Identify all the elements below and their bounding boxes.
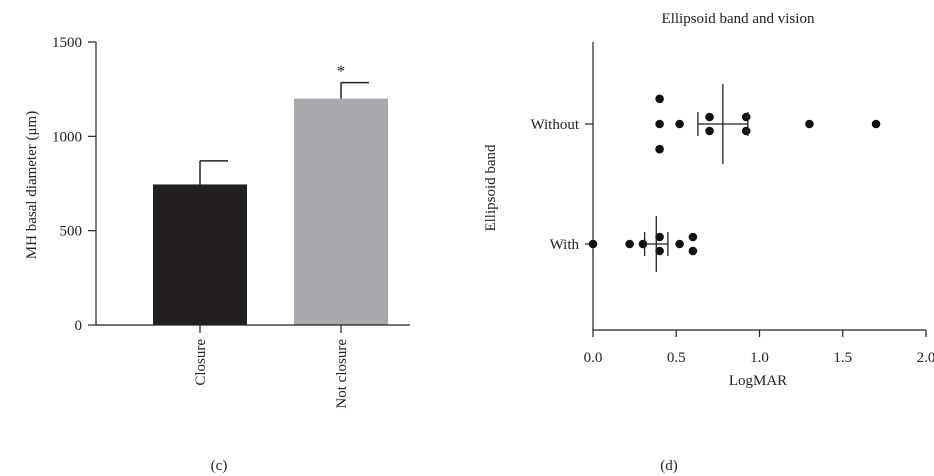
data-point <box>675 239 684 249</box>
data-point <box>655 232 664 242</box>
data-point <box>741 112 751 122</box>
significance-marker: * <box>337 62 346 81</box>
bar-series: Closure Not closure * <box>153 62 388 409</box>
data-point <box>675 119 684 129</box>
data-point <box>688 232 698 242</box>
scatter-x-tick-label: 1.5 <box>833 350 852 366</box>
scatter-x-tick-label: 0.5 <box>667 350 686 366</box>
data-point <box>625 239 634 249</box>
bar-y-axis-label: MH basal diameter (μm) <box>24 111 40 259</box>
data-point <box>688 246 698 256</box>
scatter-axes: 0.0 0.5 1.0 1.5 2.0 Without With <box>530 42 934 366</box>
scatter-x-tick-label: 1.0 <box>750 350 769 366</box>
panel-label-d: (d) <box>660 458 678 474</box>
scatter-chart-panel: Ellipsoid band and vision Ellipsoid band… <box>483 11 934 474</box>
bar-y-tick-label: 0 <box>75 318 83 334</box>
data-point <box>805 119 814 129</box>
bar-1 <box>153 184 247 325</box>
bar-y-tick-label: 1500 <box>52 35 82 51</box>
scatter-x-tick-label: 2.0 <box>917 350 934 366</box>
data-point <box>588 239 598 249</box>
scatter-y-axis-label: Ellipsoid band <box>483 144 499 232</box>
data-point <box>655 119 664 129</box>
data-point <box>655 144 664 154</box>
data-point <box>655 246 664 256</box>
bar-category-label: Not closure <box>334 339 350 409</box>
data-point <box>655 94 664 104</box>
scatter-x-axis-label: LogMAR <box>729 373 787 389</box>
data-point <box>705 112 714 122</box>
scatter-points <box>588 84 881 272</box>
bar-y-tick-label: 1000 <box>52 129 82 145</box>
panel-label-c: (c) <box>211 458 228 474</box>
scatter-category-label: Without <box>530 117 579 133</box>
bar-chart-panel: MH basal diameter (μm) 0 500 1000 1500 Clos… <box>24 35 410 474</box>
data-point <box>871 119 881 129</box>
bar-y-tick-label: 500 <box>60 224 83 240</box>
bar-y-ticks: 0 500 1000 1500 <box>52 35 96 334</box>
bar-2 <box>294 98 388 325</box>
data-point <box>741 126 751 136</box>
bar-category-label: Closure <box>193 339 209 386</box>
scatter-x-tick-label: 0.0 <box>584 350 603 366</box>
scatter-category-label: With <box>550 237 580 253</box>
data-point <box>705 126 714 136</box>
scatter-title: Ellipsoid band and vision <box>662 11 815 27</box>
